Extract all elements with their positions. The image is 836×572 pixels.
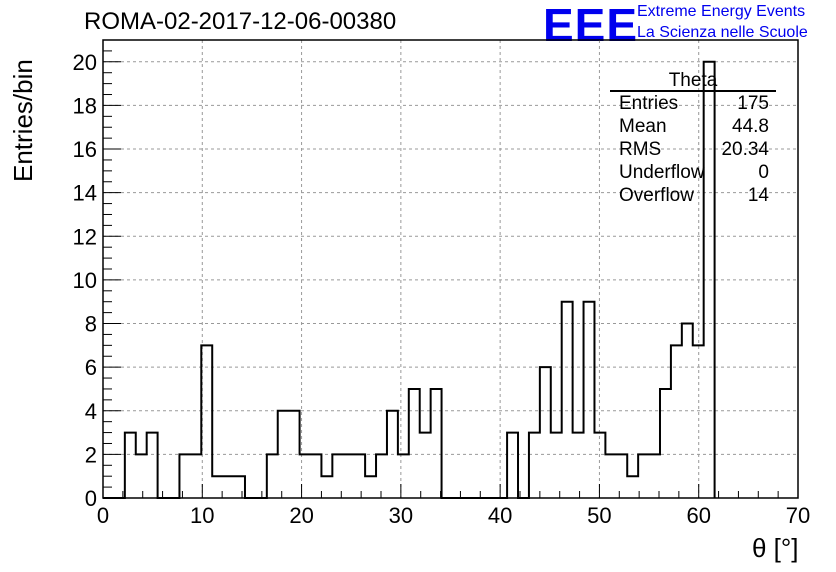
x-tick-label: 10 <box>190 503 214 528</box>
histogram-bin <box>321 476 332 498</box>
histogram-bin <box>529 433 540 498</box>
histogram-bin <box>551 433 562 498</box>
histogram-bin <box>671 345 682 498</box>
x-tick-label: 0 <box>97 503 109 528</box>
stat-value-entries: 175 <box>737 93 769 114</box>
histogram-bin <box>584 302 595 498</box>
x-tick-label: 60 <box>686 503 710 528</box>
histogram-bin <box>125 433 136 498</box>
y-axis-label: Entries/bin <box>8 59 38 182</box>
x-tick-label: 50 <box>587 503 611 528</box>
histogram-bars <box>103 60 716 499</box>
y-tick-label: 16 <box>73 137 97 162</box>
x-tick-label: 70 <box>786 503 810 528</box>
histogram-bin <box>223 476 234 498</box>
stat-label-overflow: Overflow <box>619 185 694 206</box>
stat-value-underflow: 0 <box>758 162 769 183</box>
y-tick-label: 18 <box>73 93 97 118</box>
stats-box-title: Theta <box>668 70 718 91</box>
stat-label-rms: RMS <box>619 139 662 160</box>
histogram-bin <box>616 454 627 498</box>
y-tick-label: 10 <box>73 268 97 293</box>
y-tick-label: 14 <box>73 181 97 206</box>
histogram-bin <box>398 454 409 498</box>
histogram-bin <box>638 454 649 498</box>
histogram-bin <box>540 367 551 498</box>
stat-label-underflow: Underflow <box>619 162 705 183</box>
histogram-bin <box>201 345 212 498</box>
y-tick-label: 0 <box>85 486 97 511</box>
stat-label-mean: Mean <box>619 116 667 137</box>
x-tick-label: 20 <box>289 503 313 528</box>
histogram-bin <box>147 433 158 498</box>
logo-caption-line1: Extreme Energy Events <box>637 3 806 20</box>
histogram-bin <box>573 433 584 498</box>
stat-value-rms: 20.34 <box>721 139 769 160</box>
histogram-bin <box>409 389 420 498</box>
histogram-bin <box>365 476 376 498</box>
histogram-bin <box>136 454 147 498</box>
histogram-bin <box>179 454 190 498</box>
y-tick-label: 4 <box>85 399 97 424</box>
axis-tick-labels: 0 10 20 30 40 50 60 70 0 2 4 6 8 10 12 14 16 18 20 <box>73 50 811 528</box>
histogram-outline <box>103 60 716 499</box>
histogram-bin <box>267 454 278 498</box>
histogram-bin <box>431 389 442 498</box>
y-tick-label: 12 <box>73 224 97 249</box>
y-tick-label: 6 <box>85 355 97 380</box>
stat-value-overflow: 14 <box>747 185 769 206</box>
plot-frame <box>102 39 799 499</box>
histogram-bin <box>649 454 660 498</box>
run-title: ROMA-02-2017-12-06-00380 <box>84 8 397 35</box>
y-tick-label: 8 <box>85 312 97 337</box>
histogram-bin <box>605 454 616 498</box>
y-tick-label: 2 <box>85 442 97 467</box>
x-tick-label: 40 <box>488 503 512 528</box>
stats-box-divider <box>610 90 776 92</box>
histogram-bin <box>343 454 354 498</box>
histogram-bin <box>507 433 518 498</box>
histogram-bin <box>562 302 573 498</box>
x-tick-label: 30 <box>389 503 413 528</box>
histogram-bin <box>234 476 245 498</box>
histogram-bin <box>212 476 223 498</box>
logo-caption-line2: La Scienza nelle Scuole <box>637 24 808 41</box>
histogram-bin <box>693 345 704 498</box>
eee-logo: EEE <box>543 0 639 51</box>
histogram-bin <box>311 454 322 498</box>
histogram-bin <box>420 433 431 498</box>
x-axis-label: θ [°] <box>752 533 799 563</box>
y-tick-label: 20 <box>73 50 97 75</box>
axis-ticks <box>102 39 799 499</box>
stat-value-mean: 44.8 <box>732 116 769 137</box>
grid-lines <box>103 40 798 498</box>
histogram-bin <box>660 389 671 498</box>
histogram-bin <box>354 454 365 498</box>
histogram-bin <box>190 454 201 498</box>
histogram-bin <box>627 476 638 498</box>
stat-label-entries: Entries <box>619 93 679 114</box>
